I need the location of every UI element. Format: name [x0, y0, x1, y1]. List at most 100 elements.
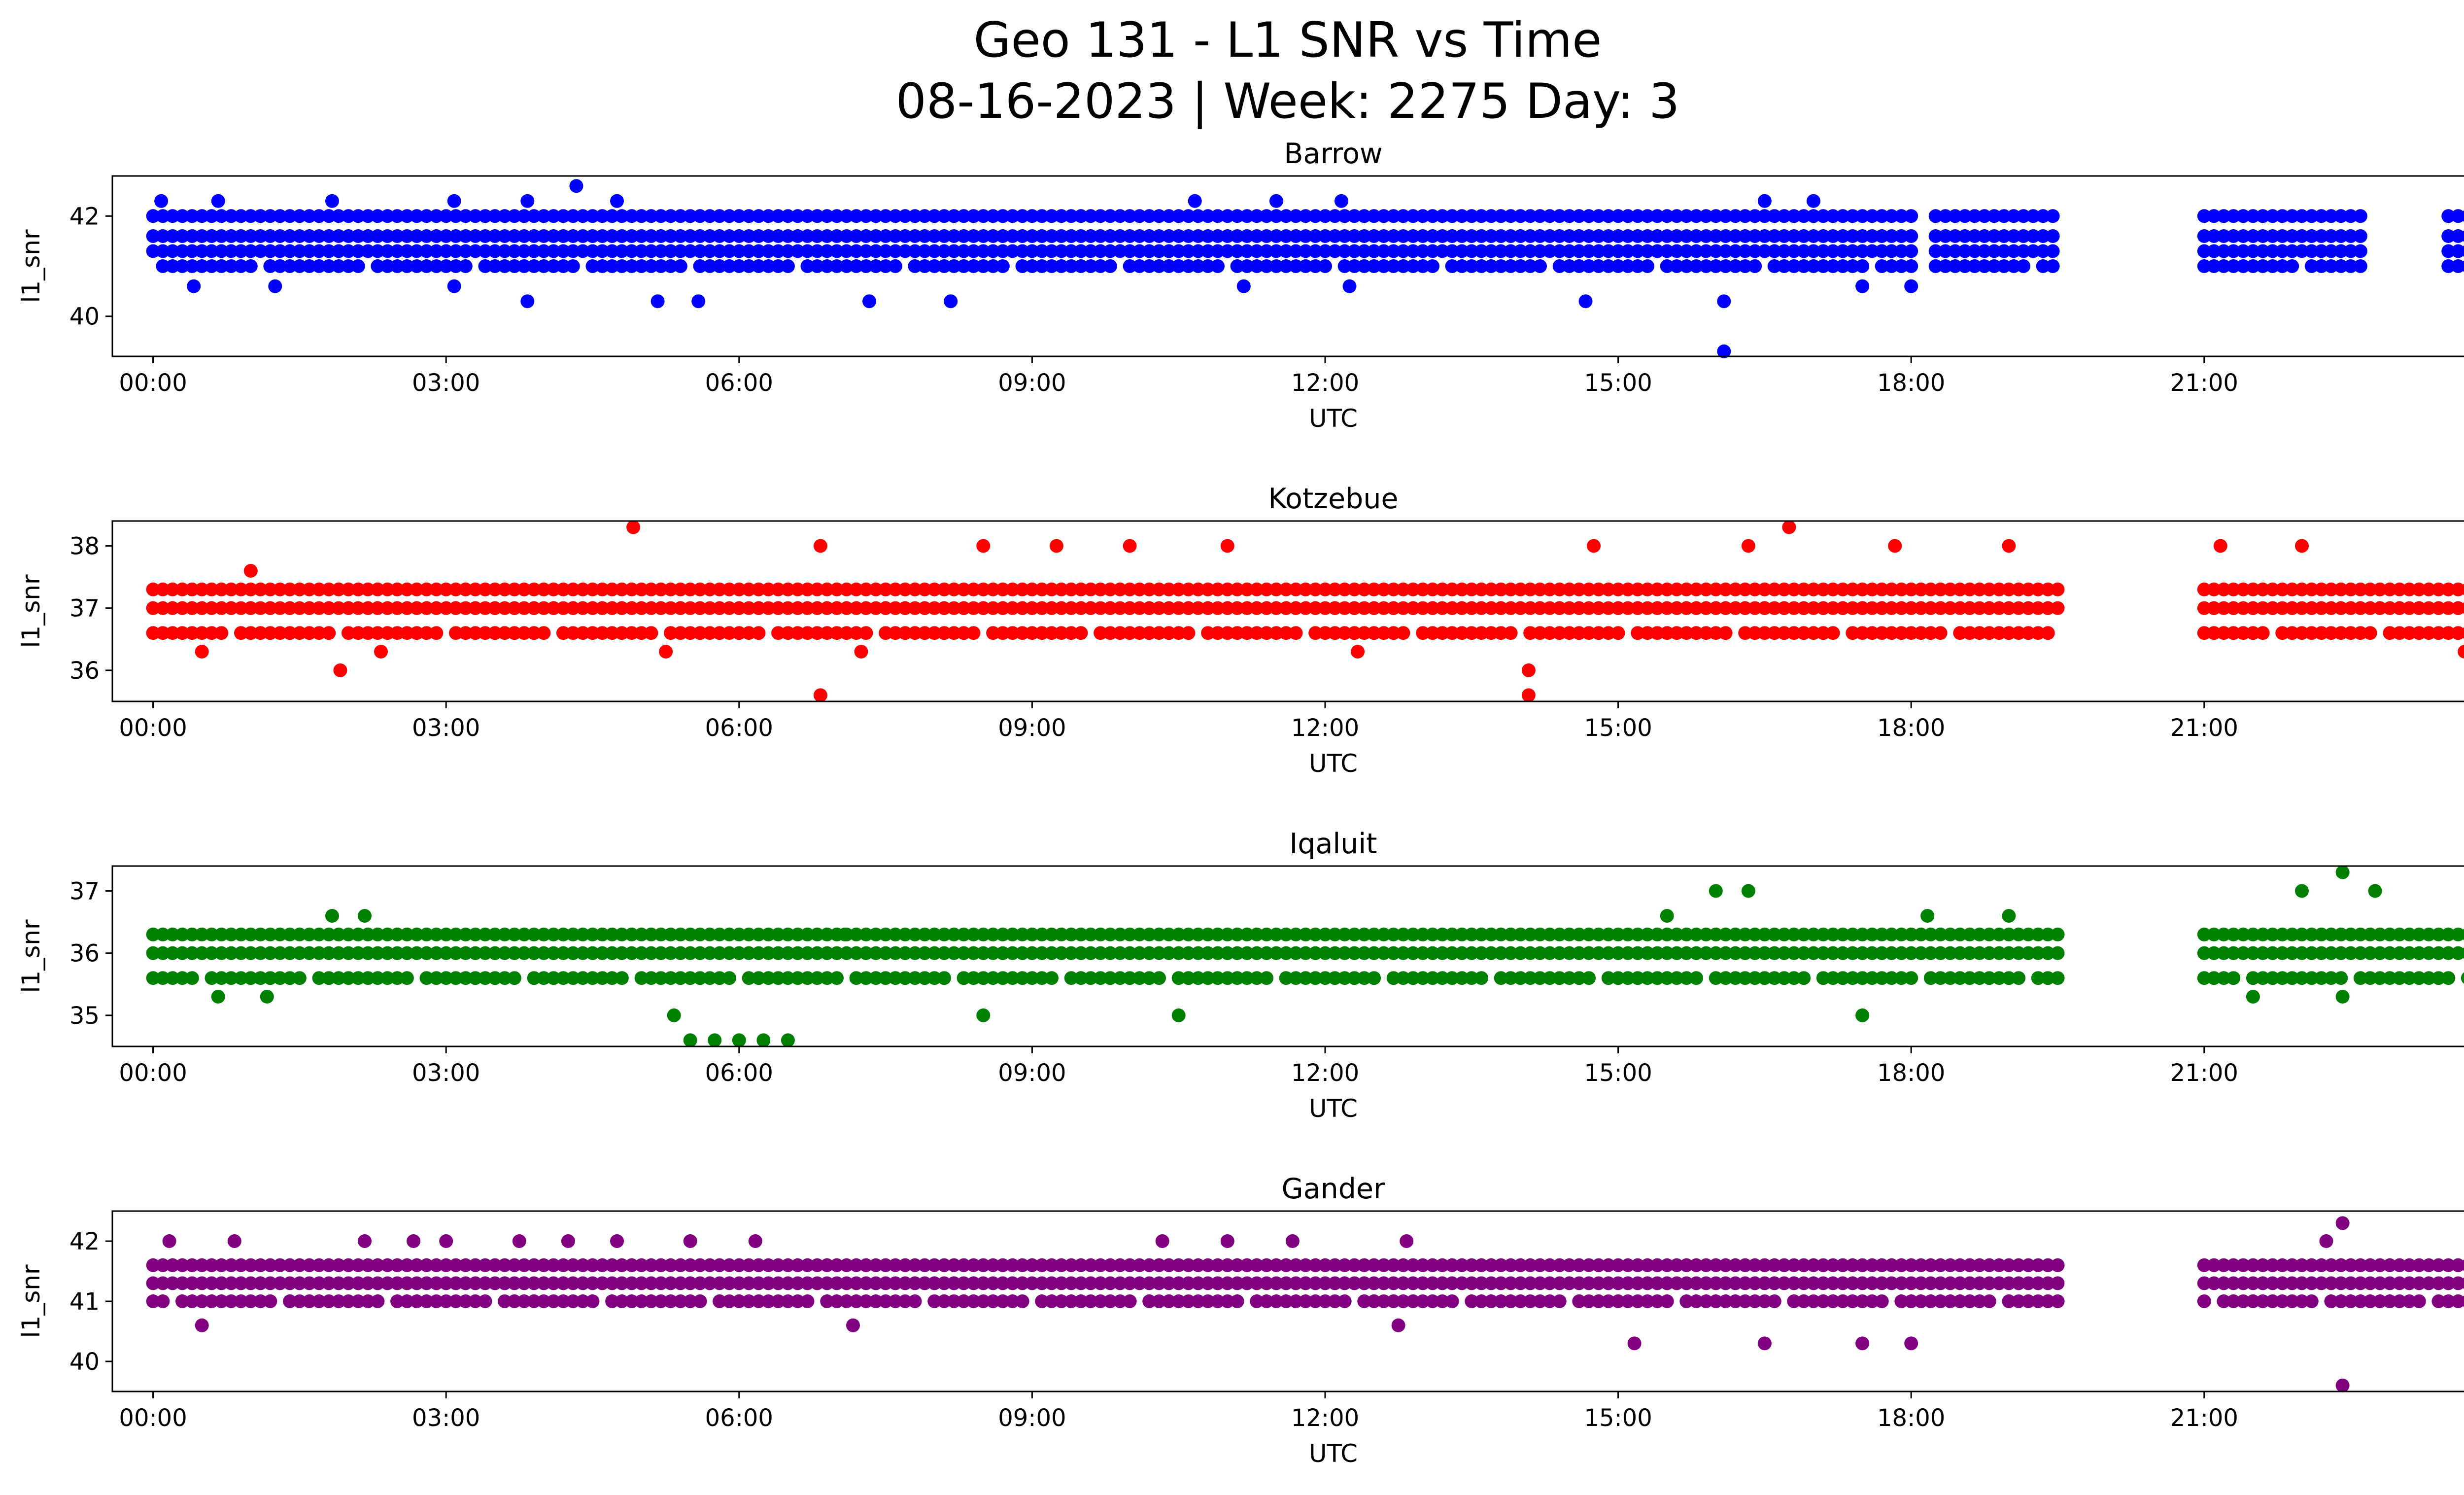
- data-point: [1396, 259, 1410, 273]
- data-point: [1416, 1258, 1430, 1272]
- data-point: [2304, 1276, 2319, 1290]
- data-point: [742, 1276, 756, 1290]
- data-point: [458, 1258, 473, 1272]
- data-point: [1933, 1276, 1948, 1290]
- data-point: [869, 209, 883, 223]
- data-point: [1474, 259, 1489, 273]
- data-point: [322, 946, 336, 960]
- data-point: [898, 927, 912, 941]
- data-point: [1396, 582, 1410, 596]
- data-point: [302, 229, 316, 243]
- data-point: [1894, 259, 1909, 273]
- data-point: [1132, 244, 1147, 258]
- data-point: [576, 229, 590, 243]
- data-point: [1269, 927, 1283, 941]
- data-point: [224, 971, 239, 985]
- data-point: [2021, 927, 2035, 941]
- data-point: [1894, 1276, 1909, 1290]
- data-point: [498, 971, 512, 985]
- data-point: [1289, 1294, 1303, 1308]
- data-point: [800, 244, 815, 258]
- data-point: [205, 946, 219, 960]
- data-point: [849, 971, 863, 985]
- data-point: [1435, 229, 1449, 243]
- data-point: [859, 1294, 873, 1308]
- data-point: [439, 582, 453, 596]
- data-point: [527, 1258, 541, 1272]
- data-point: [1582, 626, 1596, 640]
- data-point: [888, 1276, 902, 1290]
- data-point: [351, 229, 365, 243]
- data-point: [1171, 946, 1186, 960]
- data-point: [1328, 927, 1342, 941]
- data-point: [322, 927, 336, 941]
- data-point: [449, 259, 463, 273]
- data-point: [1318, 209, 1332, 223]
- data-point: [654, 259, 668, 273]
- data-point: [1533, 1276, 1547, 1290]
- data-point: [1103, 927, 1117, 941]
- data-point: [351, 1294, 365, 1308]
- data-point: [1357, 927, 1371, 941]
- data-point: [361, 229, 375, 243]
- data-point: [2036, 244, 2050, 258]
- data-point: [2383, 971, 2397, 985]
- data-point: [1816, 971, 1830, 985]
- data-point: [1963, 582, 1977, 596]
- data-point: [1357, 209, 1371, 223]
- data-point: [673, 601, 687, 615]
- data-point: [1005, 209, 1020, 223]
- data-point: [2451, 259, 2464, 273]
- data-point: [615, 946, 629, 960]
- data-point: [380, 971, 395, 985]
- data-point: [1757, 927, 1772, 941]
- x-tick-label: 03:00: [412, 714, 480, 742]
- data-point: [1465, 244, 1479, 258]
- data-point: [644, 229, 658, 243]
- data-point: [908, 946, 922, 960]
- data-point: [1816, 927, 1830, 941]
- data-point: [302, 259, 316, 273]
- x-tick-label: 18:00: [1877, 714, 1945, 742]
- data-point: [1152, 601, 1166, 615]
- data-point: [1015, 626, 1029, 640]
- data-point: [1064, 1258, 1078, 1272]
- data-point: [361, 1294, 375, 1308]
- data-point: [2295, 601, 2309, 615]
- data-point: [390, 1276, 405, 1290]
- data-point: [839, 1276, 854, 1290]
- data-point: [947, 244, 961, 258]
- data-point: [1328, 971, 1342, 985]
- data-point: [1396, 626, 1410, 640]
- data-point: [2373, 582, 2387, 596]
- data-point: [2226, 1294, 2241, 1308]
- data-point: [2373, 1276, 2387, 1290]
- data-point: [664, 209, 678, 223]
- data-point: [1728, 244, 1743, 258]
- data-point: [2334, 1294, 2348, 1308]
- data-point: [732, 209, 746, 223]
- data-point: [2324, 582, 2338, 596]
- data-point: [166, 229, 180, 243]
- data-point: [312, 971, 326, 985]
- data-point: [322, 229, 336, 243]
- data-point: [800, 946, 815, 960]
- data-point: [449, 244, 463, 258]
- data-point: [742, 1294, 756, 1308]
- data-point: [458, 601, 473, 615]
- data-point: [1728, 946, 1743, 960]
- data-point: [1846, 1294, 1860, 1308]
- data-point: [361, 601, 375, 615]
- data-point: [634, 229, 649, 243]
- data-point: [1572, 626, 1586, 640]
- data-point: [2402, 927, 2416, 941]
- data-point: [615, 229, 629, 243]
- data-point: [1650, 229, 1664, 243]
- data-point: [1513, 971, 1528, 985]
- data-point: [2451, 626, 2464, 640]
- data-point: [752, 209, 766, 223]
- data-point: [1523, 582, 1538, 596]
- outlier-point: [2002, 909, 2016, 923]
- data-point: [1689, 601, 1704, 615]
- data-point: [1884, 946, 1899, 960]
